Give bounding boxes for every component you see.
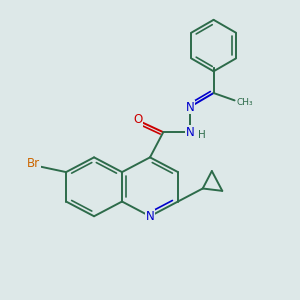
Text: O: O xyxy=(133,113,142,126)
Text: CH₃: CH₃ xyxy=(237,98,253,107)
Text: N: N xyxy=(185,100,194,113)
Text: N: N xyxy=(146,210,154,223)
Text: Br: Br xyxy=(27,157,40,170)
Text: H: H xyxy=(198,130,206,140)
Text: N: N xyxy=(185,126,194,139)
